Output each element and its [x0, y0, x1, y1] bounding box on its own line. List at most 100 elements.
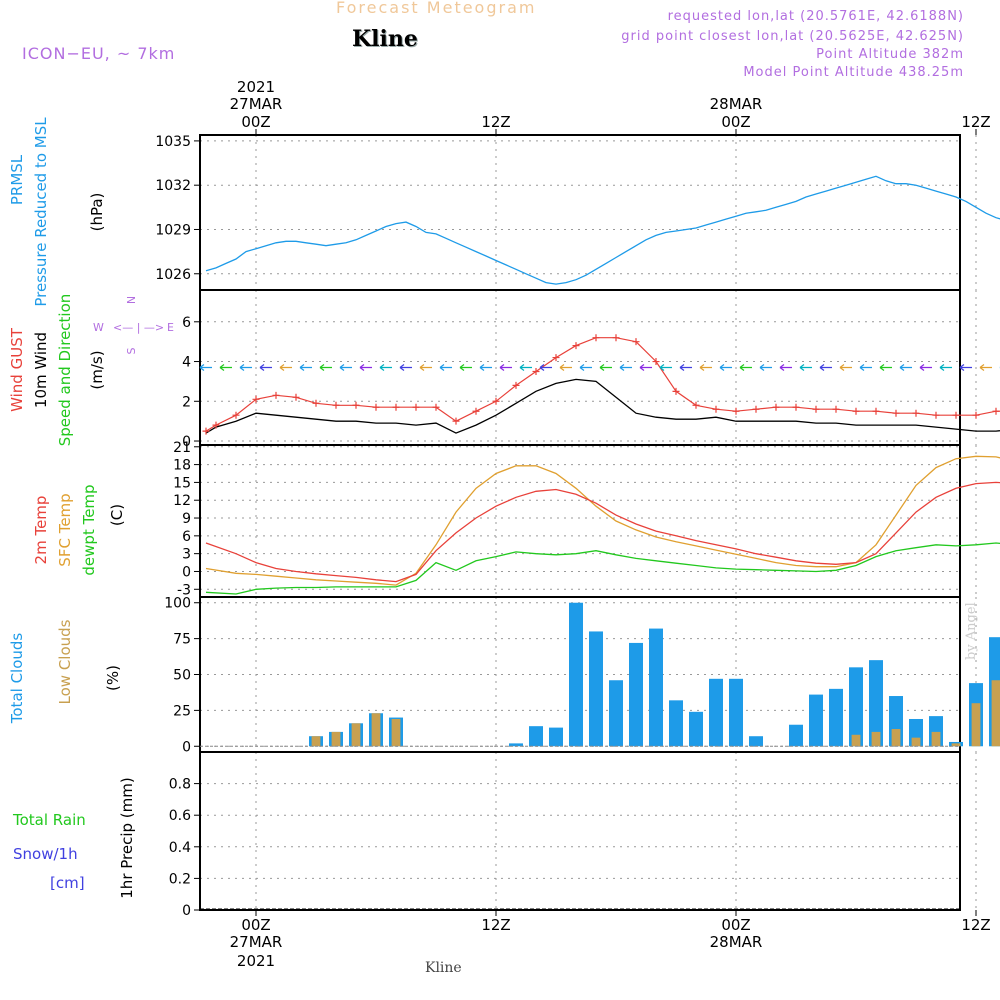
wind-direction-arrow [739, 364, 752, 371]
wind-label-speed: Speed and Direction [56, 294, 74, 447]
y-tick-label: 75 [173, 632, 191, 648]
gust-marker [392, 403, 400, 411]
temp-label-2m: 2m Temp [32, 496, 50, 565]
wind-direction-arrow [599, 364, 612, 371]
wind-label-gust: Wind GUST [8, 327, 26, 412]
gust-marker [372, 403, 380, 411]
y-tick-label: 4 [182, 355, 191, 371]
y-tick-label: 0.6 [169, 808, 191, 824]
wind-direction-arrow [639, 364, 652, 371]
bottom-axis-hour: 00Z [721, 916, 750, 934]
total-cloud-bar [829, 688, 843, 747]
y-tick-label: 1035 [155, 134, 191, 150]
y-tick-label: 50 [173, 668, 191, 684]
compass-n: N [125, 296, 138, 304]
total-cloud-bar [869, 660, 883, 747]
model-altitude: Model Point Altitude 438.25m [743, 65, 964, 80]
total-cloud-bar [669, 700, 683, 747]
y-tick-label: 18 [173, 458, 191, 474]
gust-marker [832, 405, 840, 413]
y-tick-label: 1026 [155, 267, 191, 283]
wind-direction-arrow [619, 364, 632, 371]
total-cloud-bar [749, 736, 763, 747]
clouds-label-total: Total Clouds [8, 633, 26, 725]
bottom-axis-date: 28MAR [710, 933, 763, 951]
point-altitude: Point Altitude 382m [816, 47, 964, 62]
y-tick-label: 0.2 [169, 871, 191, 887]
gust-marker [752, 405, 760, 413]
y-tick-label: 0.4 [169, 840, 191, 856]
y-tick-label: -3 [177, 582, 191, 598]
y-tick-label: 1032 [155, 178, 191, 194]
precip-legend-snow: Snow/1h [13, 845, 78, 863]
gust-marker [272, 391, 280, 399]
gust-marker [892, 409, 900, 417]
gust-marker [232, 411, 240, 419]
precip-unit: 1hr Precip (mm) [118, 777, 136, 898]
gust-marker [292, 393, 300, 401]
grid-point-location: grid point closest lon,lat (20.5625E, 42… [621, 29, 964, 44]
wind-direction-arrow [679, 364, 692, 371]
temp-unit: (C) [108, 504, 126, 526]
top-axis-hour: 12Z [961, 113, 990, 131]
y-tick-label: 0 [182, 739, 191, 755]
y-tick-label: 21 [173, 440, 191, 456]
wind-label-10m: 10m Wind [32, 332, 50, 408]
low-cloud-bar [871, 731, 881, 747]
y-tick-label: 6 [182, 315, 191, 331]
wind-direction-arrow [279, 364, 292, 371]
requested-location: requested lon,lat (20.5761E, 42.6188N) [667, 9, 964, 24]
compass-s: S [125, 347, 138, 354]
gust-marker [252, 395, 260, 403]
gust-marker [952, 411, 960, 419]
gust-marker [472, 407, 480, 415]
temp-label-dewpt: dewpt Temp [80, 484, 98, 575]
footer-station-name: Kline [425, 960, 462, 976]
wind-direction-arrow [939, 364, 952, 371]
wind-direction-arrow [239, 364, 252, 371]
wind-direction-arrow [339, 364, 352, 371]
temp2m-line [205, 481, 1000, 583]
precip-legend-unit: [cm] [50, 874, 85, 892]
wind-direction-arrow [199, 364, 212, 371]
y-tick-label: 2 [182, 394, 191, 410]
total-cloud-bar [549, 727, 563, 747]
gust-marker [872, 407, 880, 415]
wind-direction-arrow [479, 364, 492, 371]
wind-direction-arrow [839, 364, 852, 371]
compass-arrows: <— | —> [113, 321, 164, 334]
gust-marker [652, 358, 660, 366]
bottom-axis-hour: 12Z [961, 916, 990, 934]
clouds-label-low: Low Clouds [56, 619, 74, 704]
low-cloud-bar [931, 731, 941, 747]
gust-marker [972, 411, 980, 419]
low-cloud-bar [331, 731, 341, 747]
gust-marker [712, 405, 720, 413]
y-tick-label: 1029 [155, 222, 191, 238]
y-tick-label: 9 [182, 511, 191, 527]
wind-direction-arrow [499, 364, 512, 371]
wind-direction-arrow [299, 364, 312, 371]
total-cloud-bar [609, 680, 623, 747]
gust-marker [412, 403, 420, 411]
station-name: Kline [352, 26, 418, 52]
total-cloud-bar [589, 631, 603, 747]
bottom-axis-hour: 00Z [241, 916, 270, 934]
y-tick-label: 0 [182, 434, 191, 450]
wind-direction-arrow [539, 364, 552, 371]
total-cloud-bar [509, 743, 523, 747]
pressure-label-2: Pressure Reduced to MSL [32, 117, 50, 307]
wind-direction-arrow [719, 364, 732, 371]
gust-marker [312, 399, 320, 407]
gust-marker [932, 411, 940, 419]
low-cloud-bar [851, 734, 861, 747]
low-cloud-bar [371, 713, 381, 747]
gust-marker [732, 407, 740, 415]
top-axis-hour: 12Z [481, 113, 510, 131]
wind-direction-arrow [799, 364, 812, 371]
gust-marker [592, 334, 600, 342]
gust-marker [812, 405, 820, 413]
y-tick-label: 6 [182, 529, 191, 545]
gust-marker [912, 409, 920, 417]
